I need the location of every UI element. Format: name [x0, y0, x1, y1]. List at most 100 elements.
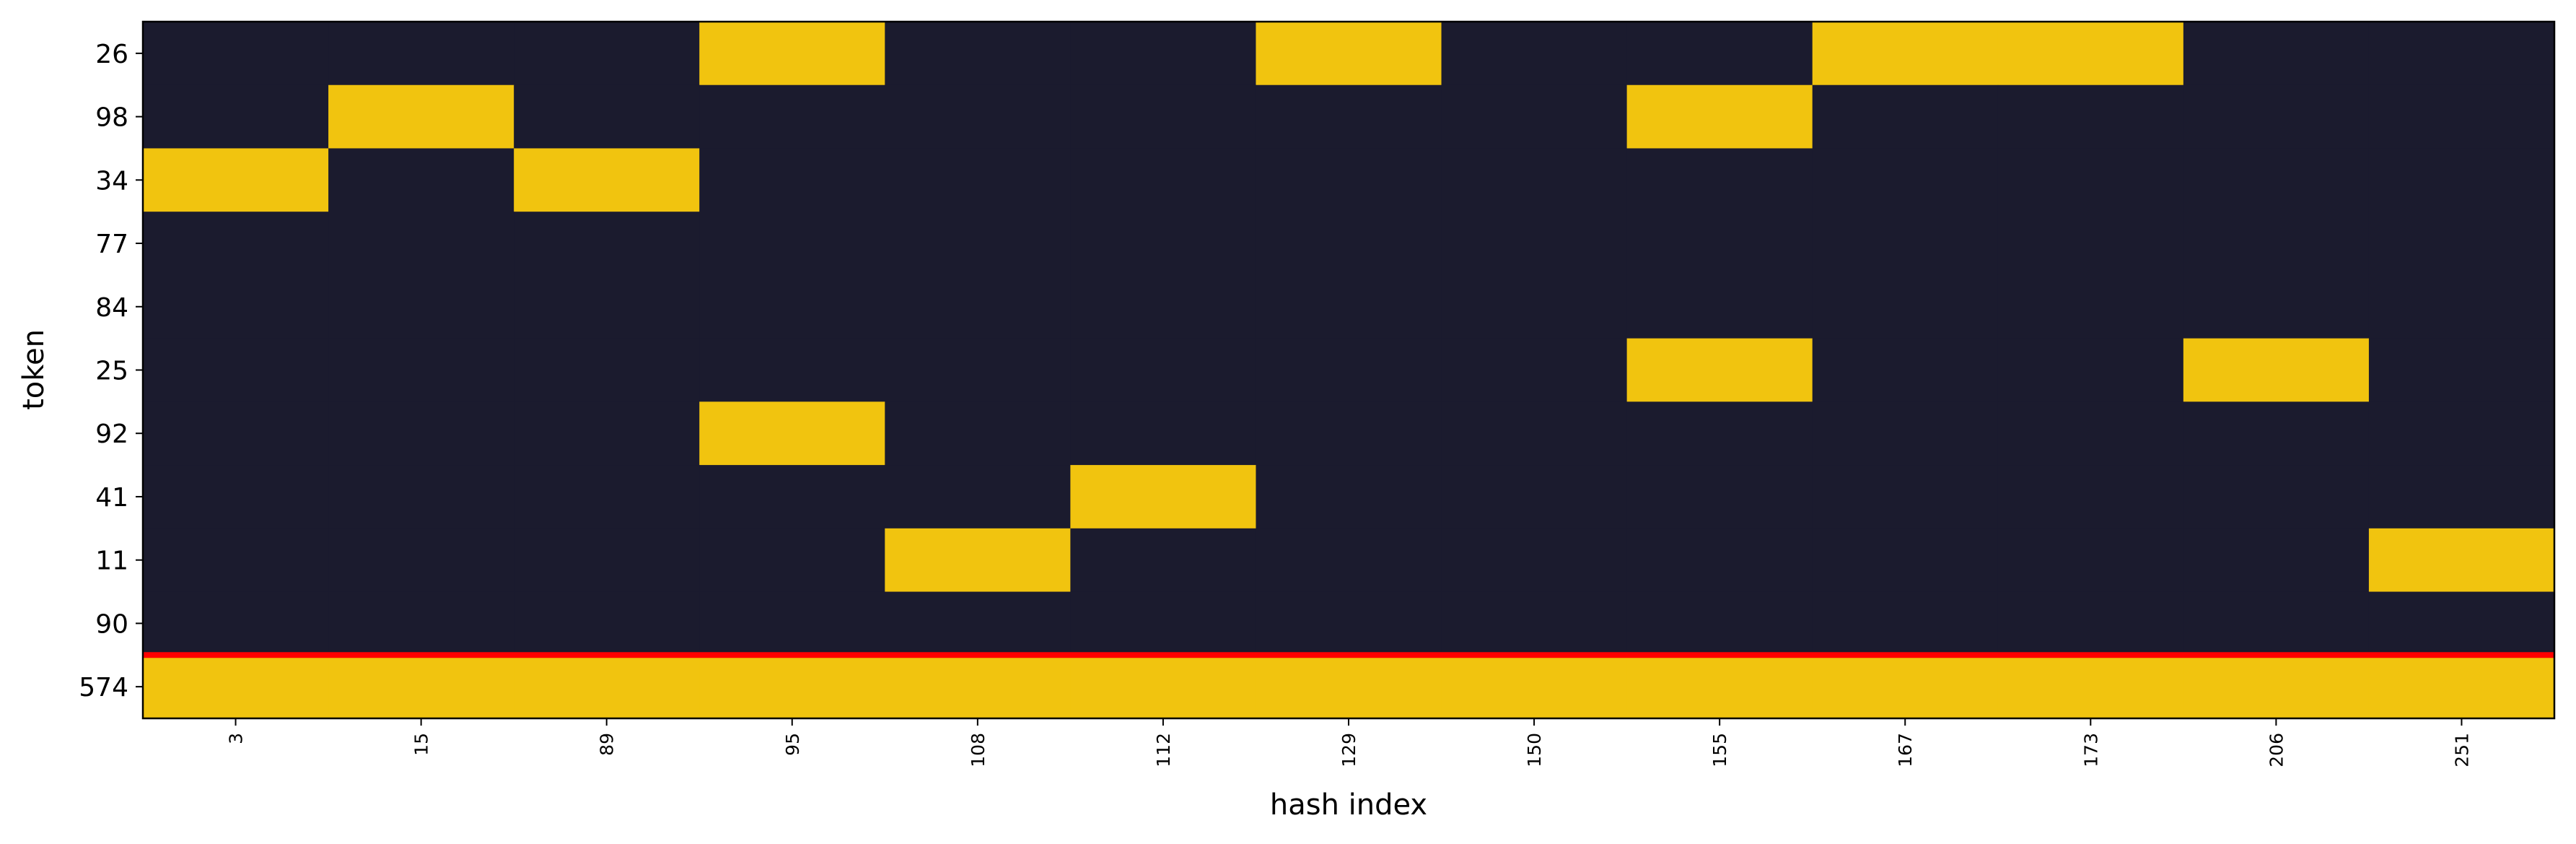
y-axis-label: token [17, 329, 51, 410]
heatmap-cell [885, 465, 1071, 529]
heatmap-cell [2368, 401, 2555, 466]
heatmap-cell [1812, 465, 1999, 529]
heatmap-cell [328, 591, 514, 656]
heatmap-cell [885, 274, 1071, 339]
y-tick-label: 11 [95, 547, 128, 576]
x-axis-label: hash index [1270, 788, 1427, 822]
heatmap-cell [1256, 591, 1442, 656]
heatmap-cell [1070, 22, 1256, 86]
heatmap-cell [1812, 148, 1999, 212]
x-tick-label: 108 [968, 733, 989, 767]
heatmap-cell [143, 528, 329, 593]
x-tick-label: 89 [597, 733, 618, 756]
heatmap-cell [2368, 274, 2555, 339]
heatmap-cell [1441, 465, 1628, 529]
heatmap-cell [699, 655, 885, 719]
y-tick-label: 92 [95, 419, 128, 449]
y-tick-label: 84 [95, 293, 128, 323]
heatmap-cell [1441, 655, 1628, 719]
heatmap-cell [328, 338, 514, 402]
heatmap-cell [328, 22, 514, 86]
heatmap-cell [328, 655, 514, 719]
heatmap-cell [1070, 274, 1256, 339]
y-tick-label: 77 [95, 230, 128, 259]
x-tick-label: 167 [1895, 733, 1916, 767]
x-tick-label: 251 [2451, 733, 2472, 767]
y-tick-label: 25 [95, 357, 128, 386]
heatmap-cell [885, 22, 1071, 86]
heatmap-cell [2183, 401, 2370, 466]
heatmap-cell [1441, 274, 1628, 339]
heatmap-cell [514, 528, 700, 593]
y-tick-label: 574 [79, 673, 128, 702]
heatmap-cell [885, 212, 1071, 276]
heatmap-cell [1626, 338, 1813, 402]
heatmap-cell [2368, 465, 2555, 529]
heatmap-cell [328, 528, 514, 593]
heatmap-cell [1997, 274, 2184, 339]
heatmap-cell [514, 338, 700, 402]
heatmap-cell [1626, 212, 1813, 276]
heatmap-cell [1812, 212, 1999, 276]
heatmap-cell [885, 655, 1071, 719]
heatmap-cell [1256, 212, 1442, 276]
heatmap-cell [885, 84, 1071, 149]
heatmap-cell [1441, 338, 1628, 402]
heatmap-cell [1812, 84, 1999, 149]
heatmap-cell [699, 274, 885, 339]
heatmap-cell [1070, 528, 1256, 593]
heatmap-cell [514, 655, 700, 719]
heatmap-cell [143, 465, 329, 529]
heatmap-cell [1441, 401, 1628, 466]
heatmap-cell [328, 401, 514, 466]
heatmap-cell [514, 591, 700, 656]
heatmap-cell [1997, 465, 2184, 529]
heatmap-cell [1256, 22, 1442, 86]
heatmap-cell [514, 148, 700, 212]
heatmap-cell [1070, 591, 1256, 656]
heatmap-cell [1997, 655, 2184, 719]
x-tick-label: 150 [1524, 733, 1545, 767]
heatmap-cell [885, 591, 1071, 656]
heatmap-cell [2368, 528, 2555, 593]
heatmap-cell [2183, 274, 2370, 339]
heatmap-cell [2183, 465, 2370, 529]
heatmap-cell [2183, 528, 2370, 593]
y-tick-label: 26 [95, 40, 128, 69]
heatmap-cell [1997, 528, 2184, 593]
heatmap-cell [1441, 528, 1628, 593]
heatmap-cell [1256, 655, 1442, 719]
heatmap-cell [143, 84, 329, 149]
heatmap-cell [143, 274, 329, 339]
heatmap-cell [1812, 528, 1999, 593]
y-tick-label: 41 [95, 483, 128, 513]
heatmap-cell [2183, 84, 2370, 149]
heatmap-cell [1812, 591, 1999, 656]
heatmap-cell [514, 401, 700, 466]
heatmap-cell [1626, 84, 1813, 149]
x-tick-label: 15 [411, 733, 432, 756]
heatmap-cell [699, 465, 885, 529]
heatmap-cell [1626, 274, 1813, 339]
heatmap-cell [1256, 148, 1442, 212]
heatmap-cell [328, 84, 514, 149]
heatmap-cell [328, 465, 514, 529]
heatmap-cell [2183, 148, 2370, 212]
heatmap-cell [328, 212, 514, 276]
heatmap-cell [2368, 655, 2555, 719]
heatmap-cell [885, 401, 1071, 466]
x-tick-label: 3 [226, 733, 247, 744]
heatmap-cell [2183, 591, 2370, 656]
heatmap-cell [699, 22, 885, 86]
heatmap-cell [1812, 655, 1999, 719]
heatmap-cell [1997, 591, 2184, 656]
heatmap-cell [1256, 401, 1442, 466]
heatmap-cell [1070, 655, 1256, 719]
y-tick-label: 90 [95, 609, 128, 639]
heatmap-cell [328, 148, 514, 212]
heatmap-cell [699, 591, 885, 656]
heatmap-cell [1997, 22, 2184, 86]
x-tick-label: 206 [2266, 733, 2287, 767]
heatmap-cell [1256, 274, 1442, 339]
